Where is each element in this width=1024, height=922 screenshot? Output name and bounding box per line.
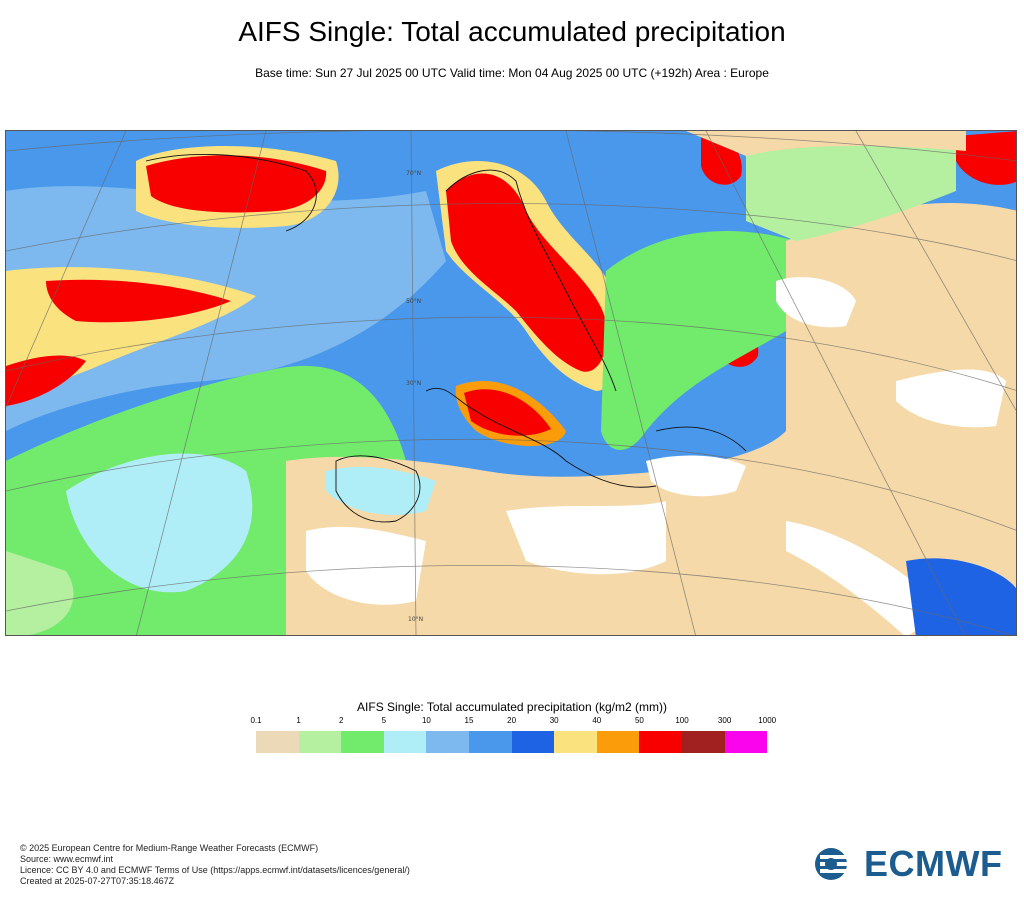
precip-region-20-southeast — [906, 558, 1016, 635]
precip-band-50-atlantic — [46, 279, 231, 323]
legend-tick-label: 50 — [634, 716, 644, 725]
legend-swatch-2 — [341, 731, 384, 753]
lat-label-70: 70°N — [406, 170, 421, 177]
lat-label-50: 50°N — [406, 298, 421, 305]
legend-tick-label: 10 — [421, 716, 431, 725]
legend-swatch-4 — [426, 731, 469, 753]
legend-tick-label: 300 — [717, 716, 732, 725]
no-precip-asia — [896, 369, 1006, 428]
graticule — [6, 131, 1016, 635]
no-precip-med — [646, 455, 746, 497]
precip-region-1-sw — [6, 551, 74, 635]
legend-swatch-0 — [256, 731, 299, 753]
precip-blob-50-east — [956, 131, 1016, 185]
precipitation-map: 70°N 50°N 30°N 10°N — [5, 130, 1017, 636]
precip-region-5-iberia — [326, 466, 436, 515]
legend-swatch-11 — [724, 731, 768, 753]
legend-swatch-8 — [596, 731, 640, 753]
no-precip-sahara-west — [306, 526, 426, 605]
graticule-labels: 70°N 50°N 30°N 10°N — [406, 170, 423, 623]
legend-swatch-3 — [383, 731, 427, 753]
legend-tick-label: 15 — [464, 716, 474, 725]
legend-swatch-10 — [681, 731, 725, 753]
precip-band-50-scandinavia — [446, 173, 607, 372]
legend-tick-label: 30 — [549, 716, 559, 725]
precip-region-5-atlantic — [66, 453, 253, 593]
legend-tick-label: 0.1 — [250, 716, 262, 725]
ecmwf-logo-icon — [815, 848, 858, 880]
chart-title: AIFS Single: Total accumulated precipita… — [238, 16, 786, 47]
legend-swatch-9 — [639, 731, 682, 753]
precip-band-50-greenland — [146, 155, 327, 213]
footer-licence: Licence: CC BY 4.0 and ECMWF Terms of Us… — [20, 865, 410, 875]
precip-band-50-west — [6, 355, 86, 406]
no-precip-sahara-central — [506, 501, 666, 575]
no-precip-caspian — [776, 277, 856, 328]
footer-copyright: © 2025 European Centre for Medium-Range … — [20, 843, 319, 853]
legend-tick-label: 40 — [592, 716, 602, 725]
legend-tick-label: 1 — [296, 716, 301, 725]
no-precip-middle-east — [786, 521, 946, 635]
legend-tick-label: 20 — [507, 716, 517, 725]
legend-title: AIFS Single: Total accumulated precipita… — [357, 700, 667, 714]
precip-band-50-alps — [464, 389, 551, 436]
lat-label-10: 10°N — [408, 616, 423, 623]
chart-subtitle: Base time: Sun 27 Jul 2025 00 UTC Valid … — [255, 66, 769, 80]
footer-source: Source: www.ecmwf.int — [20, 854, 114, 864]
legend-tick-label: 100 — [675, 716, 689, 725]
ecmwf-logo-text: ECMWF — [864, 843, 1003, 884]
precip-region-1-northeast — [746, 134, 956, 241]
footer: © 2025 European Centre for Medium-Range … — [20, 843, 410, 887]
legend-ticks: 0.1 1 2 5 10 15 20 30 40 50 100 300 1000 — [0, 716, 1024, 730]
legend-tick-label: 5 — [381, 716, 387, 725]
legend-tick-label: 1000 — [758, 716, 777, 725]
ecmwf-logo: ECMWF — [814, 843, 1003, 884]
legend-swatch-6 — [511, 731, 555, 753]
legend-colorbar — [256, 731, 768, 753]
legend-swatch-7 — [554, 731, 597, 753]
legend-swatch-5 — [468, 731, 512, 753]
legend-tick-label: 2 — [338, 716, 344, 725]
coastlines — [145, 154, 747, 523]
precip-region-2-east — [601, 231, 796, 450]
map-svg: 70°N 50°N 30°N 10°N — [6, 131, 1016, 635]
footer-created: Created at 2025-07-27T07:35:18.467Z — [20, 876, 175, 886]
legend-swatch-1 — [298, 731, 342, 753]
lat-label-30: 30°N — [406, 380, 421, 387]
